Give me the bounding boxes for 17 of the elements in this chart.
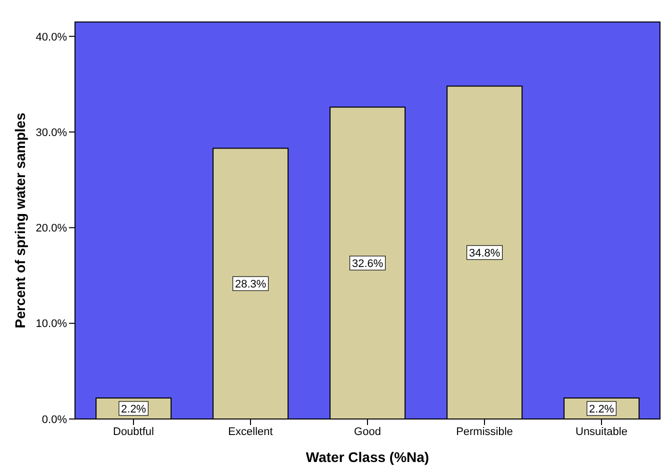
y-axis-title: Percent of spring water samples xyxy=(12,112,28,328)
x-axis-title: Water Class (%Na) xyxy=(306,449,430,465)
x-tick-label: Permissible xyxy=(456,426,513,438)
data-label: 34.8% xyxy=(468,248,500,260)
y-tick-label: 0.0% xyxy=(42,414,68,426)
data-label: 28.3% xyxy=(234,278,266,291)
y-tick-label: 10.0% xyxy=(36,318,68,330)
y-tick-label: 30.0% xyxy=(36,126,68,139)
y-tick-label: 20.0% xyxy=(36,222,68,235)
x-tick-label: Unsuitable xyxy=(576,426,628,438)
data-label: 2.2% xyxy=(589,403,614,416)
y-tick-label: 40.0% xyxy=(36,31,68,44)
x-tick-label: Doubtful xyxy=(113,426,154,438)
x-tick-label: Good xyxy=(354,426,381,438)
x-tick-label: Excellent xyxy=(228,426,273,438)
data-label: 2.2% xyxy=(121,403,146,416)
data-label: 32.6% xyxy=(352,258,384,270)
